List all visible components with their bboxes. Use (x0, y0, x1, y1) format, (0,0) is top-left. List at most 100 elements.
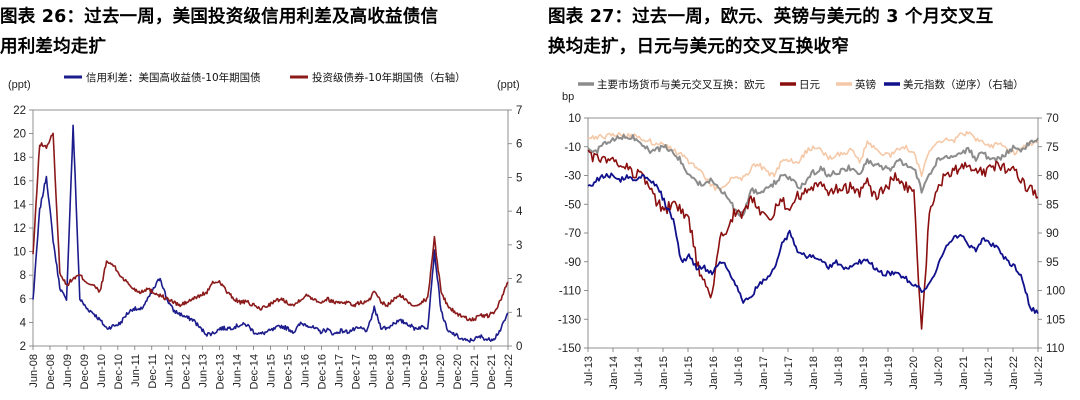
x-tick-label: Jun-11 (130, 354, 142, 387)
x-tick-label: Jan-21 (958, 356, 970, 390)
y-right-tick-label: 85 (1046, 199, 1059, 211)
y-right-tick-label: 5 (516, 172, 522, 184)
series-line-0 (587, 130, 1039, 192)
series-line-3 (587, 172, 1039, 314)
x-tick-label: Jul-20 (933, 356, 945, 386)
x-tick-label: Dec-16 (316, 354, 328, 389)
series-line-1 (587, 133, 1039, 218)
y-right-tick-label: 1 (516, 307, 522, 319)
x-tick-label: Jun-21 (469, 354, 481, 388)
y-left-tick-label: 10 (568, 113, 581, 125)
x-tick-label: Jun-12 (164, 354, 176, 388)
y-right-tick-label: 0 (516, 341, 522, 353)
plot-frame (32, 109, 509, 347)
x-tick-label: Dec-12 (181, 354, 193, 389)
x-tick-label: Jun-16 (299, 354, 311, 388)
x-tick-label: Jun-15 (266, 354, 278, 388)
x-tick-label: Jul-14 (633, 356, 645, 386)
y-left-tick-label: -110 (559, 286, 581, 298)
x-tick-label: Jan-18 (808, 356, 820, 390)
chart-panel-right: 图表 27：过去一周，欧元、英镑与美元的 3 个月交叉互 换均走扩，日元与美元的… (548, 0, 1080, 400)
x-tick-label: Jul-22 (1033, 356, 1045, 386)
x-tick-label: Jun-18 (367, 354, 379, 388)
x-tick-label: Dec-14 (249, 354, 261, 389)
y-left-tick-label: -130 (558, 314, 581, 326)
x-tick-label: Dec-13 (215, 354, 227, 389)
chart-title-left: 图表 26：过去一周，美国投资级信用利差及高收益债信 用利差均走扩 (0, 2, 438, 62)
x-tick-label: Jan-19 (858, 356, 870, 390)
y-right-tick-label: 95 (1046, 257, 1059, 269)
y-left-tick-label: 6 (20, 294, 26, 306)
x-tick-label: Dec-19 (418, 354, 430, 389)
x-tick-label: Jul-13 (583, 356, 595, 386)
y-right-tick-label: 7 (516, 105, 522, 117)
y-left-unit: (ppt) (8, 79, 31, 91)
y-left-tick-label: 12 (13, 223, 26, 235)
x-tick-label: Dec-15 (282, 354, 294, 389)
x-tick-label: Jan-17 (758, 356, 770, 390)
x-tick-label: Jul-17 (783, 356, 795, 386)
y-right-tick-label: 2 (516, 274, 522, 286)
x-tick-label: Jun-20 (435, 354, 447, 388)
x-tick-label: Jun-13 (198, 354, 210, 388)
series-line-2 (587, 149, 1039, 330)
x-tick-label: Jul-15 (683, 356, 695, 386)
legend-label-3: 美元指数（逆序）（右轴） (903, 78, 1024, 91)
chart-title-left-line2: 用利差均走扩 (0, 37, 107, 57)
legend-label-0: 信用利差：美国高收益债-10年期国债 (86, 71, 261, 84)
y-right-unit: (ppt) (497, 79, 520, 91)
x-tick-label: Jul-21 (983, 356, 995, 386)
chart-title-left-line1: 图表 26：过去一周，美国投资级信用利差及高收益债信 (0, 7, 439, 27)
x-tick-label: Dec-18 (384, 354, 396, 389)
legend-label-1: 日元 (799, 79, 820, 91)
x-tick-label: Jun-08 (28, 354, 40, 388)
y-left-tick-label: -30 (564, 171, 581, 183)
y-left-tick-label: 18 (13, 152, 26, 164)
x-tick-label: Jun-14 (232, 354, 244, 388)
x-tick-label: Jun-09 (62, 354, 74, 388)
y-left-tick-label: 4 (20, 317, 27, 329)
y-right-tick-label: 100 (1046, 286, 1065, 298)
x-tick-label: Jun-22 (503, 354, 515, 388)
y-left-tick-label: 16 (13, 176, 26, 188)
y-left-tick-label: 2 (20, 341, 26, 353)
y-left-tick-label: 14 (13, 199, 26, 211)
chart-title-right-line1: 图表 27：过去一周，欧元、英镑与美元的 3 个月交叉互 (548, 7, 994, 27)
y-left-tick-label: 20 (13, 129, 26, 141)
y-left-tick-label: 8 (20, 270, 26, 282)
y-right-tick-label: 75 (1046, 142, 1059, 154)
y-left-tick-label: -150 (558, 343, 581, 355)
x-tick-label: Jan-20 (908, 356, 920, 390)
y-right-tick-label: 80 (1046, 171, 1059, 183)
x-tick-label: Dec-10 (113, 354, 125, 389)
x-tick-label: Dec-21 (486, 354, 498, 389)
y-right-tick-label: 3 (516, 240, 522, 252)
y-right-tick-label: 90 (1046, 228, 1059, 240)
chart-title-right: 图表 27：过去一周，欧元、英镑与美元的 3 个月交叉互 换均走扩，日元与美元的… (548, 2, 993, 62)
y-right-tick-label: 105 (1046, 314, 1065, 326)
legend-label-1: 投资级债券-10年期国债（右轴） (312, 71, 466, 84)
chart-panel-left: 图表 26：过去一周，美国投资级信用利差及高收益债信 用利差均走扩 2 4 6 8 10… (0, 2, 523, 389)
x-tick-label: Jul-19 (883, 356, 895, 386)
x-tick-label: Dec-20 (452, 354, 464, 389)
x-tick-label: Jan-14 (608, 356, 620, 390)
chart-title-right-line2: 换均走扩，日元与美元的交叉互换收窄 (548, 37, 849, 57)
x-tick-label: Jun-17 (333, 354, 345, 388)
y-left-tick-label: -70 (564, 228, 581, 240)
x-tick-label: Jun-10 (96, 354, 108, 388)
x-tick-label: Jun-19 (401, 354, 413, 388)
x-tick-label: Dec-08 (45, 354, 57, 389)
legend-label-0: 主要市场货币与美元交叉互换：欧元 (597, 78, 765, 91)
y-left-tick-label: -50 (564, 199, 581, 211)
y-right-tick-label: 4 (516, 206, 523, 218)
x-tick-label: Jul-16 (733, 356, 745, 386)
y-left-unit: bp (562, 91, 574, 103)
x-tick-label: Dec-17 (350, 354, 362, 389)
y-left-tick-label: -90 (564, 257, 581, 269)
series-line-1 (32, 132, 509, 322)
y-right-tick-label: 6 (516, 139, 522, 151)
cross-currency-swap-chart: 10 -10 -30 -50 -70 -90 -110 -130 -150 70 75 80 85 90 9… (558, 78, 1065, 390)
x-tick-label: Jan-15 (658, 356, 670, 390)
y-right-tick-label: 70 (1046, 113, 1059, 125)
